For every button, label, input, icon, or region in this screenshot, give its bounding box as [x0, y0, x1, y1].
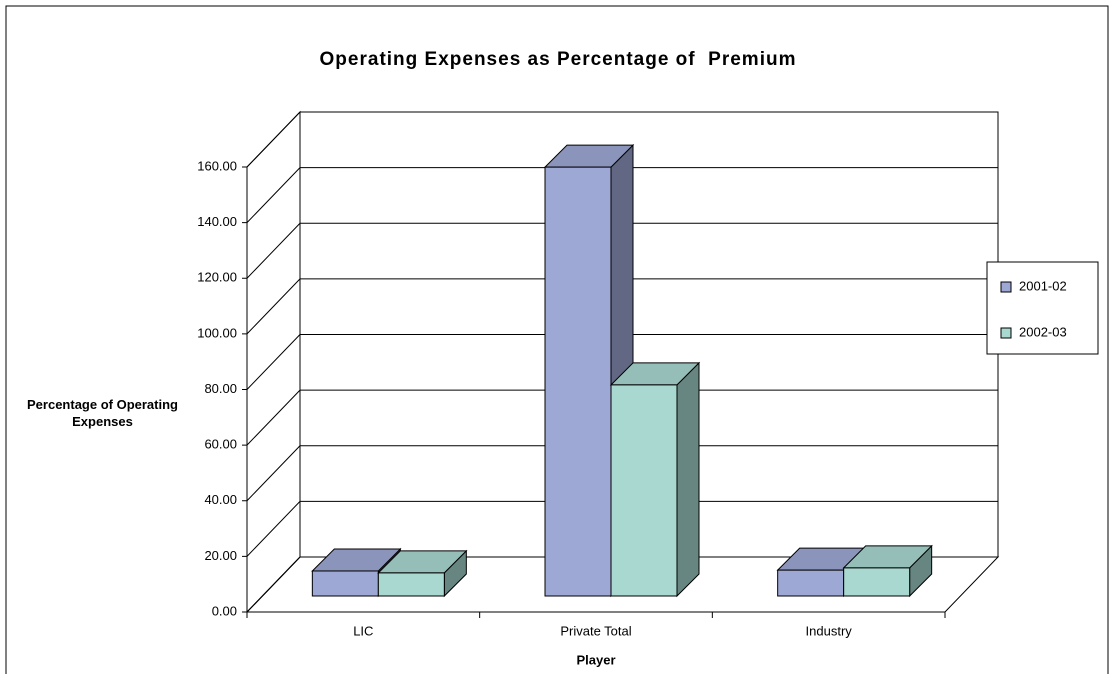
- grid-line: [246, 389, 301, 446]
- legend-swatch: [1000, 281, 1012, 293]
- chart-border: [5, 5, 1109, 674]
- grid-line: [246, 445, 301, 502]
- bar-front: [610, 384, 678, 597]
- grid-line: [246, 278, 301, 335]
- bar-front: [777, 569, 845, 597]
- bar-front: [311, 570, 379, 597]
- bar-side: [676, 361, 700, 598]
- x-axis-title: Player: [576, 652, 615, 667]
- legend-label: 2002-03: [1019, 324, 1067, 339]
- bar-front: [843, 567, 911, 597]
- y-tick-label: 60.00: [204, 437, 237, 452]
- y-tick-label: 100.00: [197, 325, 237, 340]
- grid-line: [246, 334, 301, 390]
- bar: [377, 549, 468, 598]
- grid-line: [246, 167, 301, 223]
- x-tick-label: Private Total: [560, 623, 631, 638]
- y-tick-label: 20.00: [204, 548, 237, 563]
- y-tick-label: 0.00: [212, 603, 237, 618]
- y-tick-label: 160.00: [197, 158, 237, 173]
- x-tick-label: Industry: [806, 623, 853, 638]
- grid-line: [246, 222, 301, 279]
- legend-label: 2001-02: [1019, 278, 1067, 293]
- grid-line: [246, 501, 301, 557]
- y-tick-label: 40.00: [204, 492, 237, 507]
- bar: [842, 544, 933, 598]
- y-tick-label: 120.00: [197, 270, 237, 285]
- bar-front: [377, 572, 445, 597]
- grid-line: [246, 111, 301, 168]
- y-tick-label: 140.00: [197, 214, 237, 229]
- legend-box: [986, 261, 1099, 355]
- bar-front: [544, 166, 612, 597]
- bar: [543, 143, 635, 598]
- legend-swatch: [1000, 327, 1012, 339]
- grid-line: [246, 556, 301, 613]
- bar: [609, 361, 701, 598]
- y-tick-label: 80.00: [204, 381, 237, 396]
- x-tick-label: LIC: [353, 623, 373, 638]
- chart-title: Operating Expenses as Percentage of Prem…: [320, 49, 797, 70]
- y-axis-title: Percentage of Operating Expenses: [27, 397, 178, 429]
